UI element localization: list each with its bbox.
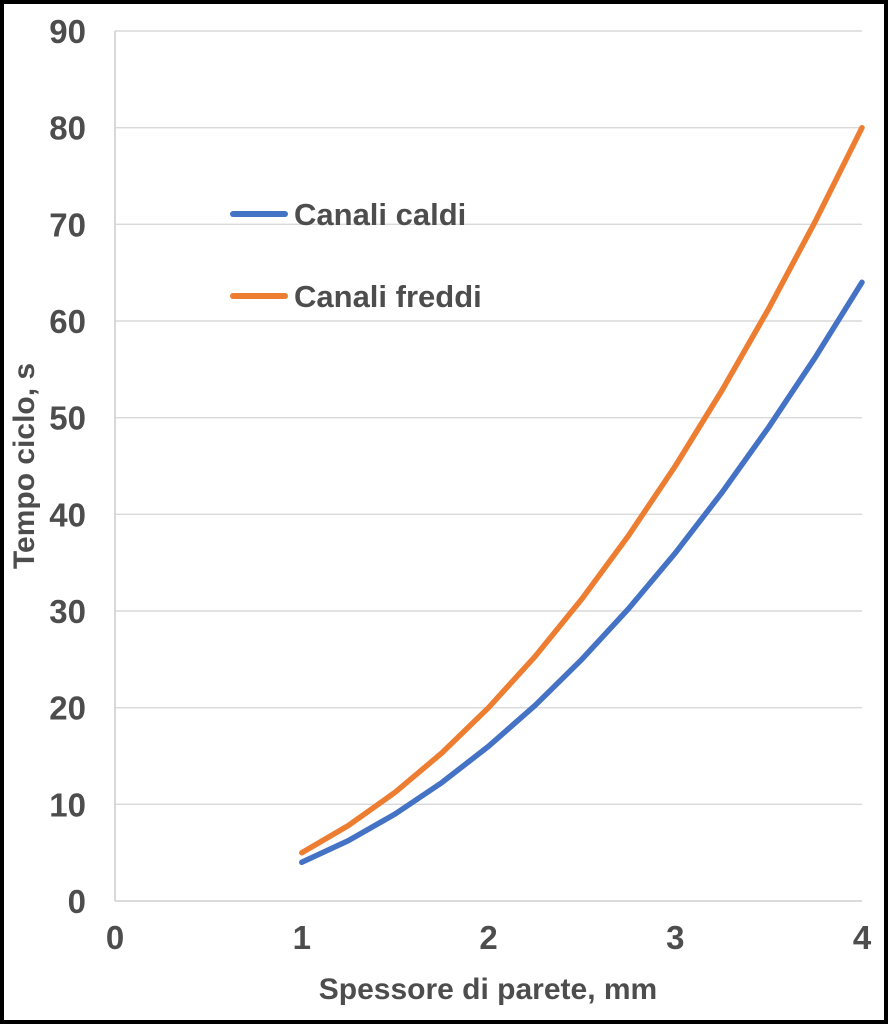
x-tick-label: 3 bbox=[666, 919, 684, 956]
legend-label-canali-caldi: Canali caldi bbox=[294, 197, 466, 232]
x-tick-labels: 0 1 2 3 4 bbox=[106, 919, 872, 956]
series-line-canali-freddi bbox=[299, 124, 865, 856]
y-tick-label: 40 bbox=[49, 496, 86, 533]
y-tick-label: 90 bbox=[49, 13, 86, 50]
y-tick-labels: 0 10 20 30 40 50 60 70 80 90 bbox=[49, 13, 86, 920]
y-tick-label: 20 bbox=[49, 690, 86, 727]
x-axis-title: Spessore di parete, mm bbox=[319, 973, 657, 1006]
x-tick-label: 4 bbox=[853, 919, 872, 956]
legend-label-canali-freddi: Canali freddi bbox=[294, 279, 482, 314]
legend: Canali caldi Canali freddi bbox=[230, 197, 482, 314]
y-tick-label: 60 bbox=[49, 303, 86, 340]
series-line-canali-caldi bbox=[299, 279, 865, 866]
axis-lines bbox=[114, 31, 862, 902]
y-tick-label: 70 bbox=[49, 206, 86, 243]
y-axis-title: Tempo ciclo, s bbox=[8, 363, 41, 569]
x-tick-label: 2 bbox=[479, 919, 497, 956]
y-tick-label: 30 bbox=[49, 593, 86, 630]
y-tick-label: 0 bbox=[68, 883, 86, 920]
x-tick-label: 0 bbox=[106, 919, 124, 956]
gridlines bbox=[115, 30, 862, 806]
x-tick-label: 1 bbox=[293, 919, 311, 956]
y-tick-label: 80 bbox=[49, 110, 86, 147]
chart-canvas: 0 10 20 30 40 50 60 70 80 90 0 1 2 3 4 Canali caldi C… bbox=[8, 13, 872, 1006]
y-tick-label: 10 bbox=[49, 786, 86, 823]
y-tick-label: 50 bbox=[49, 400, 86, 437]
series-lines bbox=[299, 124, 865, 866]
